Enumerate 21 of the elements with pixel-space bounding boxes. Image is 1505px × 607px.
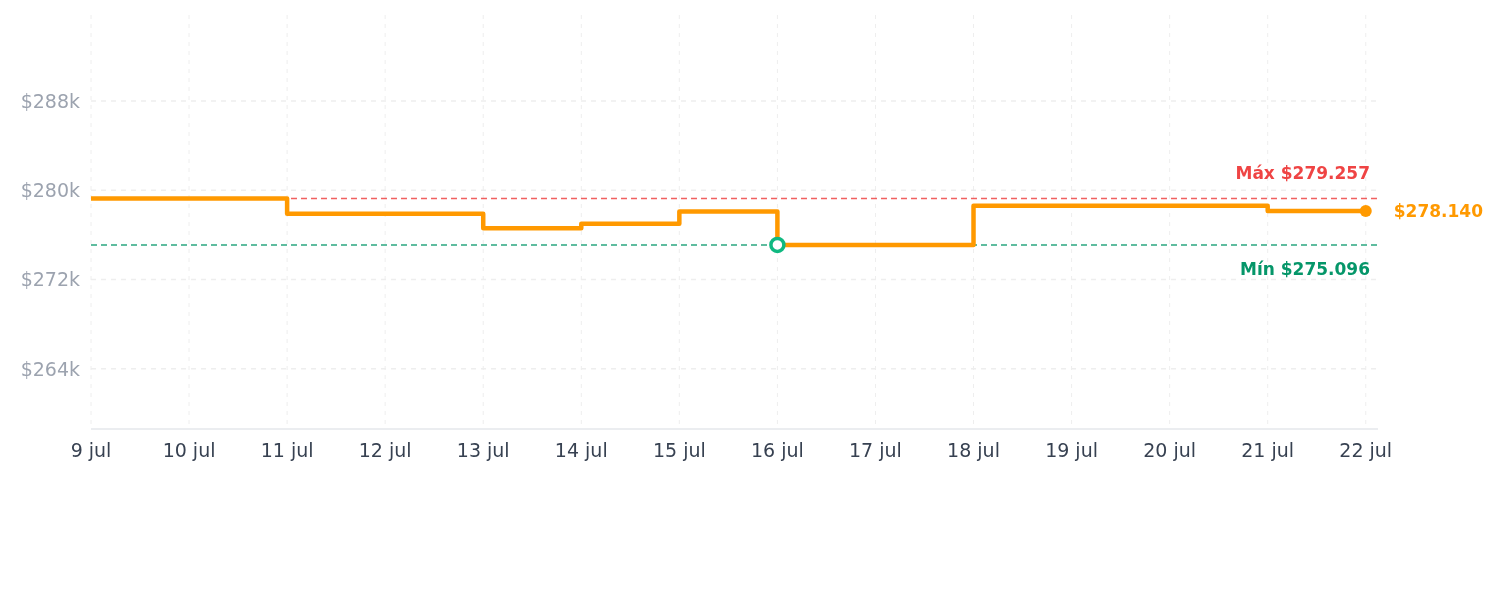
y-tick-label: $272k	[20, 268, 80, 291]
annotation: $278.140	[1393, 200, 1484, 221]
x-tick-label: 12 jul	[358, 439, 412, 461]
y-tick-label: $280k	[20, 179, 80, 202]
x-tick-label: 9 jul	[70, 439, 112, 461]
x-tick-label: 18 jul	[947, 439, 1000, 461]
x-tick-label: 21 jul	[1241, 439, 1295, 461]
x-tick-label: 14 jul	[554, 439, 608, 461]
x-tick-label: 19 jul	[1045, 439, 1098, 461]
x-tick-label: 15 jul	[652, 439, 706, 461]
x-tick-label: 13 jul	[456, 439, 510, 461]
x-tick-label: 20 jul	[1143, 439, 1197, 461]
ref-line-label: Mín $275.096	[1239, 258, 1370, 279]
x-tick-label: 16 jul	[750, 439, 804, 461]
y-tick-label: $288k	[20, 89, 80, 112]
ref-line-label: Máx $279.257	[1235, 163, 1370, 184]
x-tick-label: 17 jul	[849, 439, 902, 461]
x-tick-label: 11 jul	[260, 439, 314, 461]
x-tick-label: 10 jul	[162, 439, 216, 461]
y-tick-label: $264k	[20, 357, 80, 380]
x-tick-label: 22 jul	[1339, 439, 1393, 461]
